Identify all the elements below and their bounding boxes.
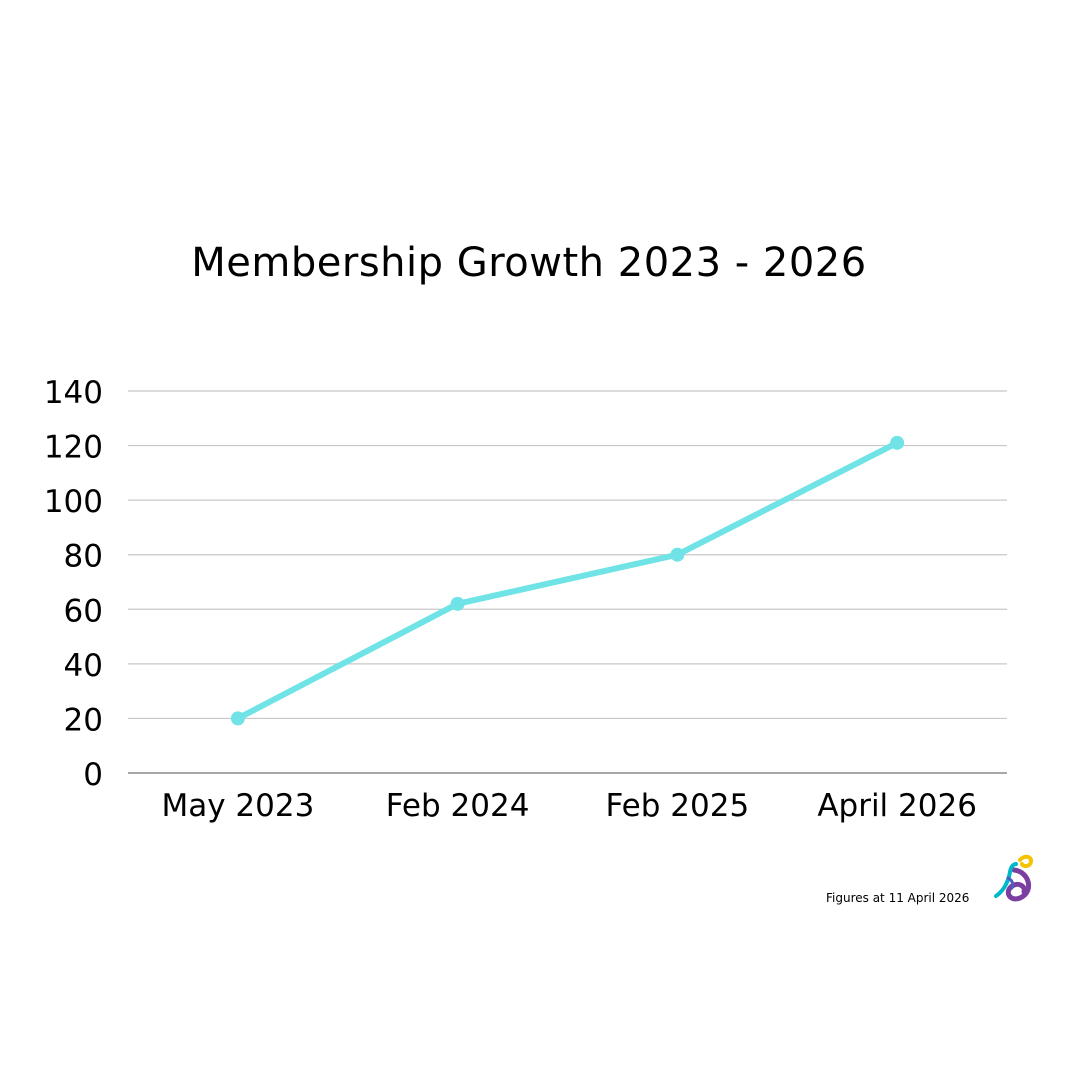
logo-yellow-swirl	[1018, 854, 1034, 869]
data-point	[450, 596, 465, 611]
x-tick-label: May 2023	[161, 788, 314, 824]
x-tick-label: April 2026	[817, 788, 977, 824]
series-membership	[230, 435, 905, 726]
logo-purple-loop	[1005, 867, 1031, 902]
figures-date-note: Figures at 11 April 2026	[826, 891, 970, 905]
y-tick-label: 0	[83, 757, 103, 793]
y-axis-tick-labels: 0 20 40 60 80 100 120 140	[44, 375, 103, 793]
data-point	[890, 435, 905, 450]
logo-teal-stroke	[994, 862, 1018, 898]
y-tick-label: 100	[44, 484, 103, 520]
x-axis-tick-labels: May 2023 Feb 2024 Feb 2025 April 2026	[161, 788, 976, 824]
y-tick-label: 120	[44, 430, 103, 466]
data-point	[230, 711, 245, 726]
y-tick-label: 20	[64, 702, 103, 738]
organisation-logo-icon	[994, 854, 1034, 902]
chart-title: Membership Growth 2023 - 2026	[191, 240, 867, 286]
series-line	[234, 439, 901, 722]
x-tick-label: Feb 2024	[386, 788, 530, 824]
y-tick-label: 60	[64, 593, 103, 629]
logo-blue-accent	[1006, 876, 1015, 890]
gridlines	[128, 390, 1007, 720]
y-tick-label: 140	[44, 375, 103, 411]
y-tick-label: 80	[64, 539, 103, 575]
data-point	[670, 547, 685, 562]
y-tick-label: 40	[64, 648, 103, 684]
x-tick-label: Feb 2025	[606, 788, 750, 824]
